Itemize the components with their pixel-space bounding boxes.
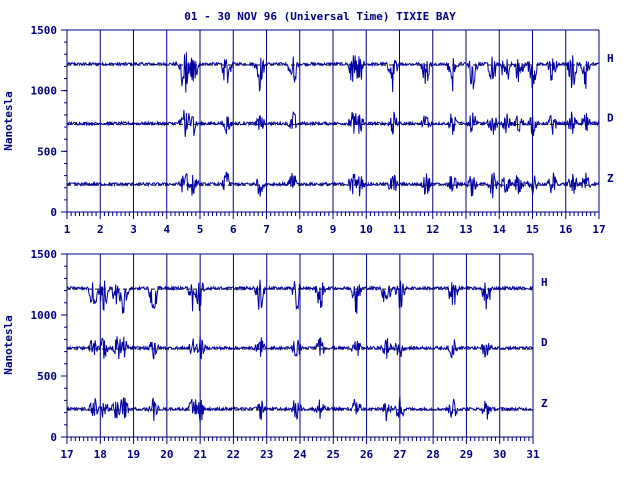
y-axis-label: Nanotesla xyxy=(2,315,15,375)
trace-d xyxy=(66,109,600,137)
trace-d xyxy=(66,336,534,360)
x-tick-label: 17 xyxy=(592,223,605,236)
series-label-d: D xyxy=(607,111,614,124)
x-tick-label: 21 xyxy=(194,448,208,461)
trace-h xyxy=(66,279,534,314)
x-tick-label: 8 xyxy=(296,223,303,236)
y-tick-label: 1500 xyxy=(31,248,58,261)
y-tick-label: 1500 xyxy=(31,24,58,37)
x-tick-label: 16 xyxy=(559,223,573,236)
x-tick-label: 9 xyxy=(330,223,337,236)
trace-z xyxy=(66,396,534,422)
y-tick-label: 500 xyxy=(37,145,57,158)
x-tick-label: 17 xyxy=(60,448,73,461)
x-tick-label: 10 xyxy=(360,223,373,236)
y-tick-label: 1000 xyxy=(31,85,58,98)
x-tick-label: 26 xyxy=(360,448,374,461)
x-tick-label: 6 xyxy=(230,223,237,236)
x-tick-label: 22 xyxy=(227,448,240,461)
x-tick-label: 25 xyxy=(327,448,340,461)
y-tick-label: 0 xyxy=(50,431,57,444)
trace-h xyxy=(66,52,600,93)
x-tick-label: 15 xyxy=(526,223,539,236)
series-label-h: H xyxy=(541,276,548,289)
series-label-d: D xyxy=(541,336,548,349)
series-label-h: H xyxy=(607,52,614,65)
series-label-z: Z xyxy=(541,397,548,410)
x-tick-label: 4 xyxy=(163,223,170,236)
x-tick-label: 24 xyxy=(293,448,307,461)
y-tick-label: 500 xyxy=(37,370,57,383)
series-label-z: Z xyxy=(607,172,614,185)
y-tick-label: 1000 xyxy=(31,309,58,322)
x-tick-label: 13 xyxy=(459,223,472,236)
x-tick-label: 7 xyxy=(263,223,270,236)
x-tick-label: 3 xyxy=(130,223,137,236)
x-tick-label: 28 xyxy=(427,448,440,461)
x-tick-label: 29 xyxy=(460,448,473,461)
x-tick-label: 12 xyxy=(426,223,439,236)
chart-title: 01 - 30 NOV 96 (Universal Time) TIXIE BA… xyxy=(184,10,456,23)
x-tick-label: 14 xyxy=(493,223,507,236)
x-tick-label: 18 xyxy=(94,448,107,461)
x-tick-label: 31 xyxy=(526,448,540,461)
x-tick-label: 30 xyxy=(493,448,506,461)
x-tick-label: 19 xyxy=(127,448,140,461)
trace-z xyxy=(66,171,600,199)
x-tick-label: 1 xyxy=(64,223,71,236)
x-tick-label: 27 xyxy=(393,448,406,461)
x-tick-label: 2 xyxy=(97,223,104,236)
y-tick-label: 0 xyxy=(50,206,57,219)
x-tick-label: 20 xyxy=(160,448,173,461)
x-tick-label: 23 xyxy=(260,448,273,461)
y-axis-label: Nanotesla xyxy=(2,91,15,151)
x-tick-label: 5 xyxy=(197,223,204,236)
x-tick-label: 11 xyxy=(393,223,407,236)
